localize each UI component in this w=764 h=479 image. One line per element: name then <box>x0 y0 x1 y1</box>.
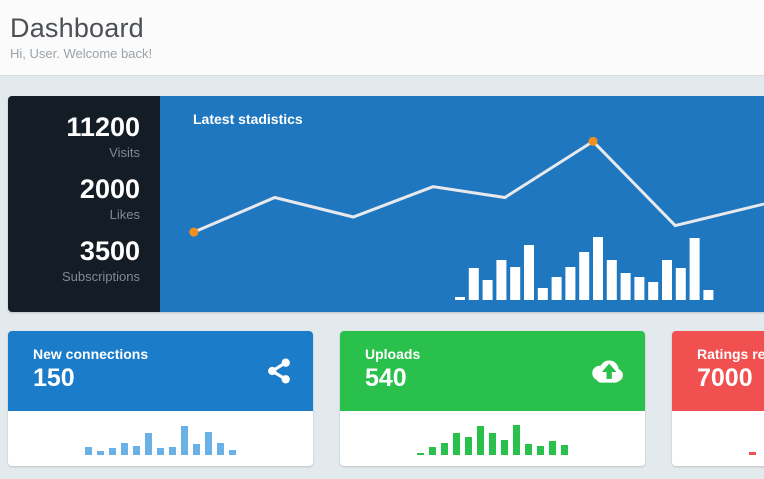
spark-bar <box>157 448 164 455</box>
spark-bar <box>501 440 508 455</box>
spark-bar <box>537 446 544 455</box>
card-uploads-value: 540 <box>365 364 407 392</box>
card-new-connections-value: 150 <box>33 364 75 392</box>
chart-title: Latest stadistics <box>193 111 303 127</box>
card-uploads-header: Uploads 540 <box>340 331 645 411</box>
subscriptions-value: 3500 <box>79 236 140 266</box>
stat-visits: 11200 Visits <box>8 110 140 162</box>
spark-bar <box>133 446 140 455</box>
spark-bar <box>453 433 460 455</box>
spark-bar <box>193 444 200 455</box>
spark-bar <box>181 426 188 455</box>
spark-bar <box>525 444 532 455</box>
share-icon <box>266 358 293 385</box>
card-ratings-received[interactable]: Ratings received 7000 <box>672 331 764 466</box>
card-ratings-received-value: 7000 <box>697 364 753 392</box>
page-header: Dashboard Hi, User. Welcome back! <box>0 0 764 76</box>
card-uploads-title: Uploads <box>365 346 421 362</box>
visits-label: Visits <box>109 145 140 160</box>
spark-bar <box>205 432 212 455</box>
statistics-chart-panel: Latest stadistics <box>160 96 764 312</box>
subscriptions-label: Subscriptions <box>61 269 140 284</box>
spark-bar <box>109 448 116 455</box>
spark-bar <box>417 453 424 455</box>
spark-bar <box>489 433 496 455</box>
card-ratings-received-title: Ratings received <box>697 346 764 362</box>
page-subtitle: Hi, User. Welcome back! <box>10 46 153 61</box>
card-uploads[interactable]: Uploads 540 <box>340 331 645 466</box>
card-ratings-received-header: Ratings received 7000 <box>672 331 764 411</box>
spark-bar <box>513 425 520 455</box>
card-new-connections-sparkline <box>8 411 313 466</box>
card-uploads-sparkline <box>340 411 645 466</box>
stat-likes: 2000 Likes <box>8 172 140 224</box>
visits-value: 11200 <box>66 112 140 142</box>
spark-bar <box>477 426 484 455</box>
statistics-widget: 11200 Visits 2000 Likes 3500 Subscriptio… <box>8 96 764 312</box>
spark-bar <box>441 443 448 455</box>
spark-bar <box>145 433 152 455</box>
stats-summary-panel: 11200 Visits 2000 Likes 3500 Subscriptio… <box>8 96 160 312</box>
spark-bar <box>217 443 224 455</box>
spark-bar <box>229 450 236 455</box>
spark-bar <box>429 447 436 455</box>
main-chart <box>189 136 764 300</box>
spark-bar <box>549 441 556 455</box>
summary-cards-row: New connections 150 Uploads 540 <box>8 331 764 466</box>
likes-value: 2000 <box>79 174 140 204</box>
card-ratings-received-sparkline <box>672 411 764 466</box>
spark-bar <box>749 452 756 455</box>
spark-bar <box>121 443 128 455</box>
spark-bar <box>465 437 472 455</box>
spark-bar <box>97 451 104 455</box>
cloud-upload-icon <box>587 357 625 385</box>
spark-bar <box>85 447 92 455</box>
spark-bar <box>169 447 176 455</box>
card-new-connections-title: New connections <box>33 346 149 362</box>
card-new-connections-header: New connections 150 <box>8 331 313 411</box>
likes-label: Likes <box>109 207 140 222</box>
page-title: Dashboard <box>10 13 144 43</box>
spark-bar <box>561 445 568 455</box>
stat-subscriptions: 3500 Subscriptions <box>8 234 140 286</box>
card-new-connections[interactable]: New connections 150 <box>8 331 313 466</box>
